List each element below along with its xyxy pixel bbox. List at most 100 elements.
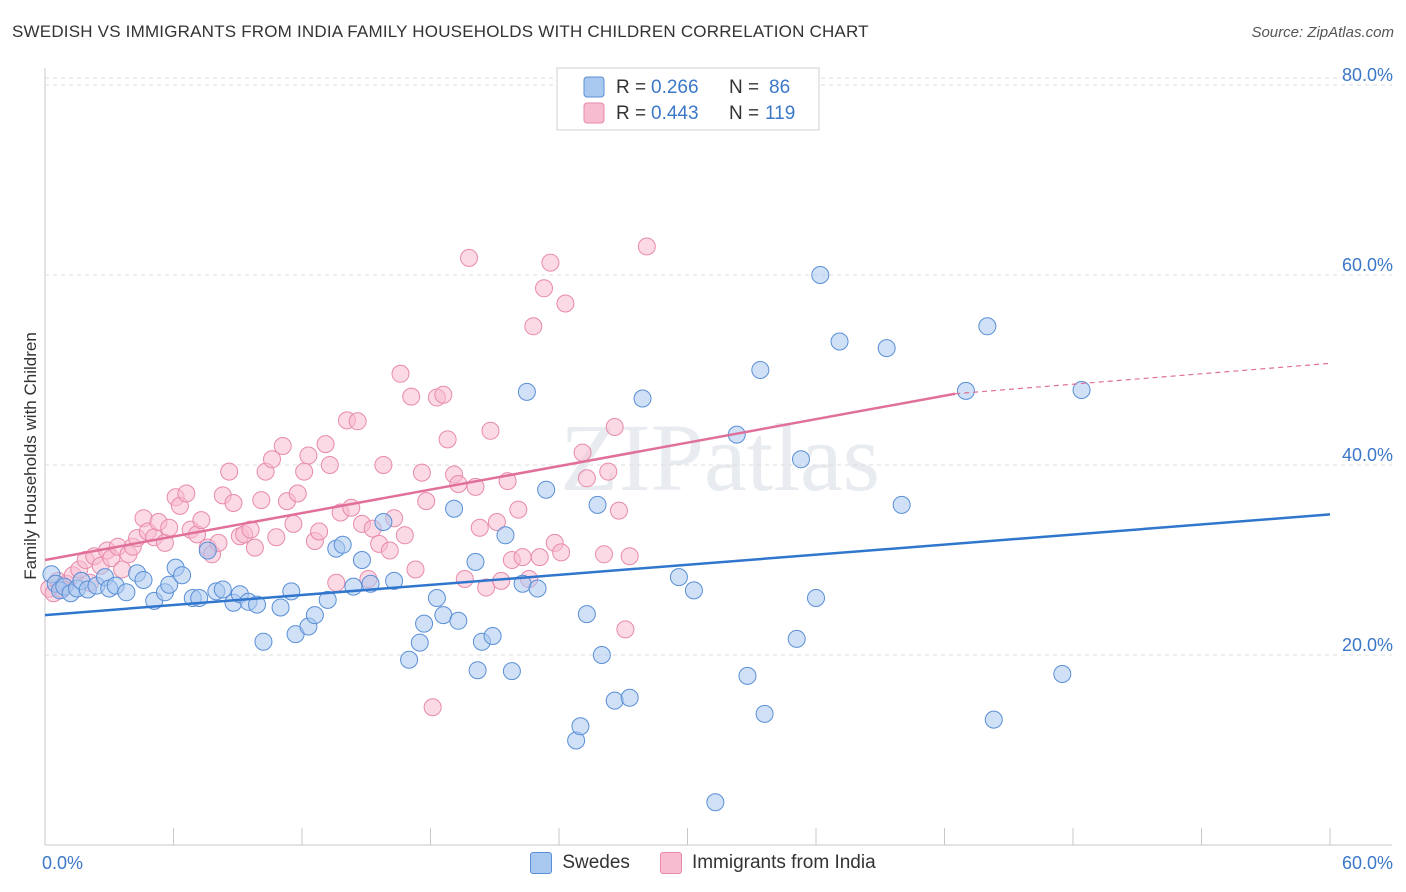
- india-point: [423, 698, 442, 717]
- swedes-point: [751, 361, 770, 379]
- india-point: [380, 541, 399, 560]
- india-point: [327, 573, 346, 592]
- india-point: [616, 620, 635, 639]
- india-points: [40, 237, 656, 717]
- india-point: [406, 560, 425, 579]
- india-point: [391, 364, 410, 383]
- india-trend-extension: [955, 362, 1331, 395]
- swedes-point: [620, 688, 639, 707]
- legend-label-india: Immigrants from India: [691, 852, 876, 873]
- swedes-point: [669, 568, 688, 587]
- legend-label-swedes: Swedes: [562, 852, 630, 873]
- india-point: [284, 514, 303, 533]
- swedes-point: [571, 717, 590, 736]
- swedes-point: [1072, 380, 1091, 399]
- india-point: [460, 248, 479, 267]
- legend-swatch-swedes: [583, 76, 605, 98]
- swedes-point: [318, 590, 337, 609]
- india-point: [513, 548, 532, 567]
- india-point: [599, 462, 618, 481]
- swedes-point: [198, 541, 217, 560]
- swedes-point: [1053, 665, 1072, 683]
- swedes-point: [427, 589, 446, 607]
- india-point: [192, 511, 211, 530]
- legend-item-india: Immigrants from India: [659, 852, 876, 874]
- swedes-point: [400, 650, 419, 669]
- swedes-point: [502, 662, 521, 681]
- india-point: [263, 450, 282, 469]
- swedes-point: [117, 583, 136, 602]
- swedes-point: [633, 389, 652, 408]
- swedes-point: [173, 566, 192, 585]
- india-point: [609, 501, 628, 520]
- india-point: [438, 430, 457, 449]
- swedes-point: [468, 661, 487, 680]
- stats-legend: R = 0.266 N = 86 R = 0.443 N = 119: [556, 67, 820, 131]
- india-point: [320, 456, 339, 474]
- swedes-point: [248, 595, 267, 614]
- india-point: [220, 462, 239, 481]
- india-point: [374, 456, 393, 474]
- y-tick-label: 40.0%: [1342, 445, 1393, 465]
- swedes-point: [305, 606, 324, 625]
- india-point: [316, 435, 335, 454]
- swedes-point: [528, 579, 547, 598]
- swedes-point: [410, 633, 429, 652]
- india-point: [524, 317, 543, 336]
- legend-r-label: R =: [616, 77, 646, 98]
- india-point: [530, 548, 549, 567]
- india-point: [177, 484, 196, 503]
- swedes-point: [592, 646, 611, 664]
- swedes-point: [434, 606, 453, 625]
- swedes-point: [577, 605, 596, 624]
- swedes-point: [792, 450, 811, 469]
- swedes-point: [956, 381, 975, 400]
- legend-swatch-india: [583, 102, 605, 124]
- india-swatch: [659, 852, 682, 874]
- grid: [45, 77, 1392, 656]
- legend-r-label: R =: [616, 103, 646, 124]
- swedes-point: [134, 570, 153, 589]
- india-point: [556, 294, 575, 313]
- india-point: [541, 253, 560, 272]
- swedes-point: [517, 382, 536, 401]
- swedes-point: [271, 598, 290, 617]
- india-point: [241, 520, 260, 539]
- swedes-point: [588, 495, 607, 514]
- swedes-point: [830, 332, 849, 351]
- y-tick-label: 80.0%: [1342, 65, 1393, 85]
- legend-n-label: N =: [729, 77, 759, 98]
- swedes-point: [706, 793, 725, 812]
- series-legend: Swedes Immigrants from India: [0, 852, 1406, 874]
- india-point: [295, 462, 314, 481]
- swedes-point: [892, 495, 911, 514]
- swedes-point: [352, 551, 371, 569]
- india-trend-line: [44, 392, 956, 562]
- india-point: [417, 492, 436, 511]
- india-point: [245, 538, 264, 557]
- india-point: [113, 560, 132, 579]
- swedes-point: [978, 317, 997, 336]
- india-point: [252, 491, 271, 510]
- swedes-point: [160, 575, 179, 594]
- axes: [44, 68, 1392, 846]
- tick-labels: 20.0% 40.0% 60.0% 80.0% 0.0% 60.0%: [42, 65, 1393, 873]
- legend-n-label: N =: [729, 103, 759, 124]
- india-point: [224, 494, 243, 512]
- chart-title: SWEDISH VS IMMIGRANTS FROM INDIA FAMILY …: [12, 22, 869, 41]
- swedes-point: [213, 580, 232, 599]
- swedes-point: [333, 535, 352, 554]
- swedes-swatch: [530, 852, 553, 874]
- swedes-point: [537, 480, 556, 499]
- legend-n-value: 86: [769, 77, 790, 98]
- swedes-point: [755, 704, 774, 723]
- india-point: [402, 387, 421, 406]
- india-point: [160, 518, 179, 537]
- india-point: [299, 446, 318, 465]
- swedes-trend-line: [44, 513, 1331, 617]
- swedes-point: [738, 666, 757, 685]
- swedes-point: [415, 614, 434, 633]
- india-point: [477, 578, 496, 597]
- india-point: [455, 570, 474, 588]
